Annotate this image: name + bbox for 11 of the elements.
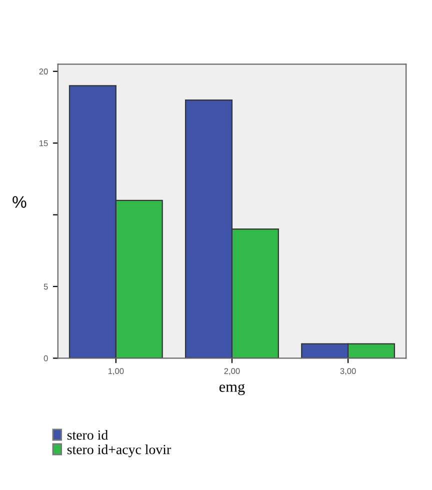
legend-label: stero id+acyc lovir bbox=[67, 444, 171, 458]
legend-label: stero id bbox=[67, 430, 108, 440]
x-tick-label: 3,00 bbox=[340, 368, 356, 376]
y-tick-label: 0 bbox=[44, 355, 48, 362]
y-axis-title: % bbox=[12, 196, 26, 208]
x-tick-label: 1,00 bbox=[108, 368, 124, 376]
y-tick-label: 15 bbox=[40, 140, 48, 146]
y-tick-label: 20 bbox=[39, 68, 48, 74]
x-tick-label: 2,00 bbox=[224, 368, 240, 376]
y-tick-label: 5 bbox=[44, 284, 48, 290]
x-axis-title: emg bbox=[219, 384, 245, 396]
